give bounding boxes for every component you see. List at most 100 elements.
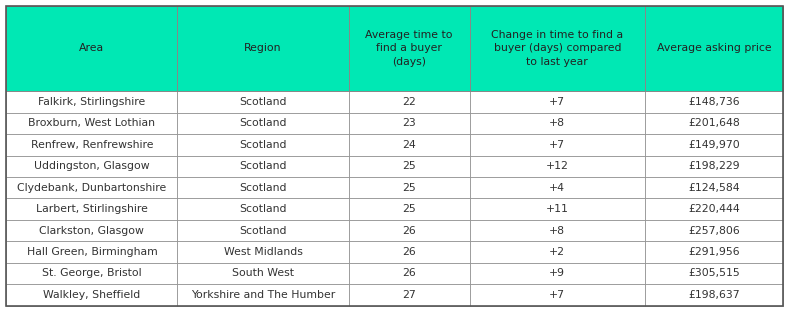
Text: 25: 25	[402, 183, 416, 193]
Bar	[469, 263, 645, 284]
Text: Larbert, Stirlingshire: Larbert, Stirlingshire	[36, 204, 148, 214]
Bar	[469, 284, 645, 306]
Bar	[6, 134, 178, 156]
Bar	[469, 134, 645, 156]
Bar	[645, 113, 783, 134]
Bar	[178, 220, 349, 241]
Bar	[178, 263, 349, 284]
Bar	[645, 6, 783, 91]
Text: Average time to
find a buyer
(days): Average time to find a buyer (days)	[365, 30, 453, 67]
Bar	[349, 113, 469, 134]
Bar	[178, 177, 349, 198]
Bar	[6, 284, 178, 306]
Bar	[6, 156, 178, 177]
Bar	[349, 198, 469, 220]
Text: £305,515: £305,515	[688, 268, 740, 278]
Bar	[645, 91, 783, 113]
Text: Clydebank, Dunbartonshire: Clydebank, Dunbartonshire	[17, 183, 166, 193]
Bar	[469, 6, 645, 91]
Bar	[178, 91, 349, 113]
Text: Scotland: Scotland	[239, 97, 286, 107]
Text: Walkley, Sheffield: Walkley, Sheffield	[43, 290, 140, 300]
Text: £291,956: £291,956	[688, 247, 739, 257]
Text: +11: +11	[546, 204, 569, 214]
Text: Average asking price: Average asking price	[656, 44, 771, 53]
Bar	[645, 241, 783, 263]
Bar	[645, 284, 783, 306]
Text: 26: 26	[402, 226, 416, 236]
Bar	[6, 177, 178, 198]
Text: +7: +7	[549, 140, 565, 150]
Bar	[645, 134, 783, 156]
Bar	[349, 241, 469, 263]
Text: Scotland: Scotland	[239, 161, 286, 171]
Bar	[469, 241, 645, 263]
Text: 23: 23	[402, 118, 416, 128]
Bar	[349, 284, 469, 306]
Bar	[469, 91, 645, 113]
Text: 24: 24	[402, 140, 416, 150]
Text: Scotland: Scotland	[239, 226, 286, 236]
Text: Clarkston, Glasgow: Clarkston, Glasgow	[39, 226, 144, 236]
Bar	[6, 113, 178, 134]
Bar	[178, 134, 349, 156]
Bar	[178, 284, 349, 306]
Bar	[349, 156, 469, 177]
Text: 26: 26	[402, 268, 416, 278]
Text: Scotland: Scotland	[239, 140, 286, 150]
Text: £198,637: £198,637	[688, 290, 739, 300]
Text: West Midlands: West Midlands	[223, 247, 302, 257]
Bar	[6, 6, 178, 91]
Text: 25: 25	[402, 161, 416, 171]
Text: £198,229: £198,229	[688, 161, 739, 171]
Text: Scotland: Scotland	[239, 118, 286, 128]
Text: +9: +9	[549, 268, 565, 278]
Text: £148,736: £148,736	[688, 97, 739, 107]
Text: 25: 25	[402, 204, 416, 214]
Bar	[645, 156, 783, 177]
Text: Change in time to find a
buyer (days) compared
to last year: Change in time to find a buyer (days) co…	[492, 30, 623, 67]
Text: Area: Area	[80, 44, 104, 53]
Text: Scotland: Scotland	[239, 204, 286, 214]
Text: +8: +8	[549, 118, 565, 128]
Bar	[349, 134, 469, 156]
Bar	[178, 156, 349, 177]
Text: Hall Green, Birmingham: Hall Green, Birmingham	[27, 247, 157, 257]
Bar	[469, 220, 645, 241]
Text: £124,584: £124,584	[688, 183, 739, 193]
Bar	[6, 198, 178, 220]
Text: +7: +7	[549, 97, 565, 107]
Text: Renfrew, Renfrewshire: Renfrew, Renfrewshire	[31, 140, 153, 150]
Text: Scotland: Scotland	[239, 183, 286, 193]
Text: +2: +2	[549, 247, 565, 257]
Bar	[349, 177, 469, 198]
Bar	[6, 263, 178, 284]
Text: £257,806: £257,806	[688, 226, 740, 236]
Text: 22: 22	[402, 97, 416, 107]
Bar	[469, 177, 645, 198]
Bar	[645, 220, 783, 241]
Bar	[178, 198, 349, 220]
Bar	[6, 91, 178, 113]
Text: £149,970: £149,970	[688, 140, 740, 150]
Bar	[349, 220, 469, 241]
Bar	[645, 263, 783, 284]
Bar	[469, 156, 645, 177]
Bar	[178, 113, 349, 134]
Bar	[6, 241, 178, 263]
Text: +4: +4	[549, 183, 565, 193]
Bar	[349, 91, 469, 113]
Text: +12: +12	[546, 161, 569, 171]
Bar	[178, 6, 349, 91]
Bar	[645, 177, 783, 198]
Text: Broxburn, West Lothian: Broxburn, West Lothian	[28, 118, 155, 128]
Bar	[469, 198, 645, 220]
Text: £201,648: £201,648	[688, 118, 740, 128]
Text: +7: +7	[549, 290, 565, 300]
Text: South West: South West	[232, 268, 294, 278]
Bar	[178, 241, 349, 263]
Bar	[6, 220, 178, 241]
Text: Region: Region	[245, 44, 282, 53]
Text: 27: 27	[402, 290, 416, 300]
Text: Uddingston, Glasgow: Uddingston, Glasgow	[34, 161, 150, 171]
